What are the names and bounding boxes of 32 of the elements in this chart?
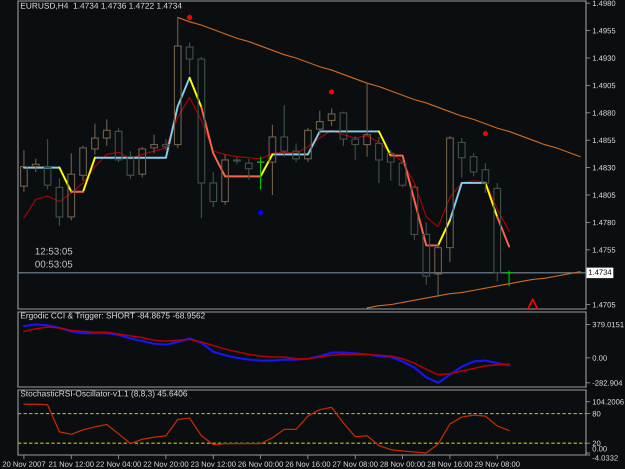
candlestick	[67, 152, 76, 221]
candlestick	[351, 135, 360, 160]
candlestick	[422, 222, 430, 286]
candlestick	[138, 146, 146, 178]
point	[329, 89, 334, 95]
chart-title: EURUSD,H4 1.4734 1.4736 1.4722 1.4734	[20, 2, 182, 10]
line-series	[23, 326, 510, 376]
candlestick	[493, 182, 502, 282]
candlestick	[244, 158, 253, 180]
candlestick	[268, 124, 276, 196]
candlestick	[363, 82, 371, 158]
candlestick	[102, 118, 111, 146]
candlestick	[174, 16, 182, 148]
point	[187, 14, 192, 20]
line-series	[23, 404, 510, 454]
point	[526, 298, 539, 309]
annotation: 00:53:05	[35, 260, 72, 268]
line-series	[177, 16, 581, 158]
candlestick	[32, 158, 40, 173]
candlestick	[209, 171, 218, 208]
line-series	[366, 271, 581, 308]
candlestick	[386, 150, 395, 182]
point	[482, 131, 488, 136]
annotation: 12:53:05	[36, 248, 72, 255]
candlestick	[458, 137, 466, 178]
chart-title: Ergodic CCI & Trigger: SHORT -84.8675 -68.9562	[20, 312, 205, 320]
point	[258, 210, 264, 216]
line-series	[22, 323, 510, 384]
line-series	[23, 96, 510, 232]
candlestick	[280, 104, 288, 158]
chart-title: StochasticRSI-Oscillator-v1.1 (8,8,3) 45.6406	[20, 390, 188, 398]
candlestick	[316, 110, 324, 136]
